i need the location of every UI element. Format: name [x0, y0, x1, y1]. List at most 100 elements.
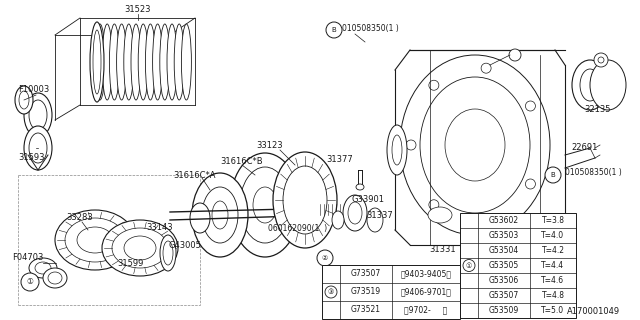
Text: 〈9403-9405〉: 〈9403-9405〉	[401, 269, 451, 278]
Text: B: B	[550, 172, 556, 178]
Circle shape	[21, 273, 39, 291]
Text: G53602: G53602	[489, 216, 519, 225]
Wedge shape	[17, 148, 60, 171]
Ellipse shape	[163, 241, 173, 265]
Text: 33283: 33283	[67, 213, 93, 222]
Text: 31593: 31593	[18, 153, 45, 162]
Ellipse shape	[509, 49, 521, 61]
Ellipse shape	[590, 60, 626, 110]
Text: 22691: 22691	[572, 143, 598, 153]
Ellipse shape	[387, 125, 407, 175]
Ellipse shape	[102, 24, 112, 100]
Text: G43005: G43005	[168, 241, 202, 250]
Ellipse shape	[77, 227, 113, 253]
Ellipse shape	[124, 24, 134, 100]
Text: B: B	[332, 27, 337, 33]
Ellipse shape	[24, 126, 52, 170]
Circle shape	[481, 217, 491, 227]
Ellipse shape	[112, 228, 168, 268]
Ellipse shape	[572, 60, 608, 110]
Text: 〈9702-     〉: 〈9702- 〉	[404, 306, 447, 315]
Ellipse shape	[55, 210, 135, 270]
Text: 31616C*A: 31616C*A	[173, 171, 216, 180]
Ellipse shape	[230, 153, 300, 257]
Ellipse shape	[400, 55, 550, 235]
Ellipse shape	[65, 218, 125, 262]
Ellipse shape	[90, 22, 104, 102]
Text: F04703: F04703	[12, 253, 44, 262]
Ellipse shape	[19, 91, 29, 109]
Ellipse shape	[580, 69, 600, 101]
Text: G33901: G33901	[351, 196, 385, 204]
Text: T=4.6: T=4.6	[541, 276, 564, 285]
Text: G73507: G73507	[351, 269, 381, 278]
Circle shape	[317, 250, 333, 266]
Text: G53505: G53505	[489, 261, 519, 270]
Ellipse shape	[116, 24, 127, 100]
Circle shape	[594, 53, 608, 67]
Circle shape	[325, 286, 337, 298]
Text: G73519: G73519	[351, 287, 381, 297]
Ellipse shape	[93, 30, 101, 94]
Ellipse shape	[420, 77, 530, 213]
Ellipse shape	[348, 202, 362, 224]
Circle shape	[598, 57, 604, 63]
Text: T=5.0: T=5.0	[541, 306, 564, 315]
Ellipse shape	[24, 93, 52, 137]
Ellipse shape	[167, 24, 177, 100]
Ellipse shape	[192, 173, 248, 257]
Text: G53504: G53504	[489, 246, 519, 255]
Bar	[460, 213, 576, 318]
Ellipse shape	[190, 203, 210, 233]
Circle shape	[525, 101, 536, 111]
Ellipse shape	[343, 195, 367, 231]
Text: 31377: 31377	[326, 156, 353, 164]
Text: 32135: 32135	[585, 106, 611, 115]
Text: ①: ①	[27, 277, 33, 286]
Ellipse shape	[240, 167, 290, 243]
Text: G53503: G53503	[489, 231, 519, 240]
Ellipse shape	[160, 24, 170, 100]
Text: A170001049: A170001049	[567, 308, 620, 316]
Text: 31337: 31337	[367, 211, 394, 220]
Text: 060162090(1  ): 060162090(1 )	[268, 223, 328, 233]
Bar	[322, 265, 460, 319]
Ellipse shape	[392, 135, 402, 165]
Ellipse shape	[15, 86, 33, 114]
Ellipse shape	[138, 24, 148, 100]
Text: 31523: 31523	[125, 5, 151, 14]
Ellipse shape	[29, 258, 57, 278]
Ellipse shape	[160, 235, 176, 271]
Ellipse shape	[131, 24, 141, 100]
Text: G53506: G53506	[489, 276, 519, 285]
Text: 31599: 31599	[117, 260, 143, 268]
Text: T=4.0: T=4.0	[541, 231, 564, 240]
Text: G53509: G53509	[489, 306, 519, 315]
Ellipse shape	[332, 211, 344, 229]
Text: ②: ②	[322, 255, 328, 261]
Ellipse shape	[35, 262, 51, 274]
Ellipse shape	[29, 133, 47, 163]
Ellipse shape	[152, 24, 163, 100]
Text: T=4.8: T=4.8	[541, 291, 564, 300]
Text: 31616C*B: 31616C*B	[221, 157, 263, 166]
Ellipse shape	[428, 207, 452, 223]
Ellipse shape	[145, 24, 156, 100]
Text: ③: ③	[328, 289, 334, 295]
Ellipse shape	[253, 187, 277, 223]
Ellipse shape	[29, 100, 47, 130]
Ellipse shape	[181, 24, 191, 100]
Text: 010508350(1 ): 010508350(1 )	[342, 23, 399, 33]
Ellipse shape	[273, 152, 337, 248]
Text: 31331: 31331	[429, 245, 456, 254]
Ellipse shape	[283, 166, 327, 234]
Circle shape	[429, 200, 439, 210]
Circle shape	[545, 167, 561, 183]
Ellipse shape	[356, 184, 364, 190]
Ellipse shape	[367, 208, 383, 232]
Circle shape	[429, 80, 439, 90]
Ellipse shape	[124, 236, 156, 260]
Ellipse shape	[445, 109, 505, 181]
Circle shape	[463, 260, 475, 271]
Text: T=4.4: T=4.4	[541, 261, 564, 270]
